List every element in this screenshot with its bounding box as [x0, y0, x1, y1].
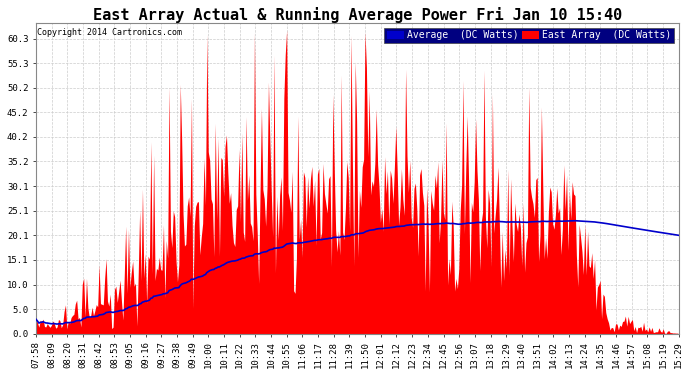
- Text: Copyright 2014 Cartronics.com: Copyright 2014 Cartronics.com: [37, 28, 181, 37]
- Legend: Average  (DC Watts), East Array  (DC Watts): Average (DC Watts), East Array (DC Watts…: [384, 28, 673, 43]
- Title: East Array Actual & Running Average Power Fri Jan 10 15:40: East Array Actual & Running Average Powe…: [92, 7, 622, 23]
